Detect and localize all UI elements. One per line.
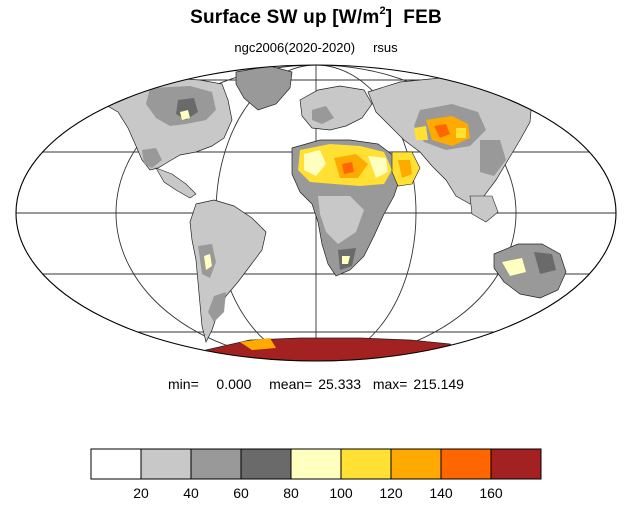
colorbar-tick-label: 60 — [233, 485, 249, 501]
min-value: 0.000 — [216, 376, 252, 392]
colorbar-swatch — [290, 448, 342, 480]
greenland — [235, 65, 293, 111]
colorbar-swatch — [390, 448, 442, 480]
south-america — [189, 199, 267, 344]
colorbar-tick-label: 80 — [283, 485, 299, 501]
europe — [299, 85, 373, 131]
colorbar-swatch — [240, 448, 292, 480]
min-label: min= — [168, 376, 199, 392]
plot-title: Surface SW up [W/m2] FEB — [0, 5, 632, 29]
colorbar-tick-label: 120 — [379, 485, 403, 501]
title-text: Surface SW up [W/m — [190, 7, 380, 28]
subtitle-run: ngc2006(2020-2020) — [234, 40, 356, 55]
colorbar-swatch — [190, 448, 242, 480]
title-month: FEB — [403, 7, 442, 28]
colorbar — [90, 448, 542, 480]
colorbar-swatch — [440, 448, 492, 480]
colorbar-tick-label: 100 — [329, 485, 353, 501]
max-value: 215.149 — [413, 376, 464, 392]
colorbar-tick-label: 20 — [133, 485, 149, 501]
australia — [493, 243, 567, 299]
plot-subtitle: ngc2006(2020-2020) rsus — [0, 40, 632, 55]
north-america — [99, 77, 233, 199]
title-superscript: 2 — [379, 5, 386, 17]
colorbar-tick-label: 140 — [429, 485, 453, 501]
mean-value: 25.333 — [318, 376, 362, 392]
colorbar-swatch — [90, 448, 142, 480]
title-close: ] — [385, 7, 393, 28]
statistics-line: min= 0.000 mean= 25.333 max= 215.149 — [0, 376, 632, 392]
subtitle-variable: rsus — [373, 40, 398, 55]
africa — [291, 139, 401, 277]
colorbar-tick-label: 160 — [479, 485, 503, 501]
colorbar-swatch — [490, 448, 542, 480]
max-label: max= — [372, 376, 408, 392]
colorbar-swatch — [340, 448, 392, 480]
mean-label: mean= — [269, 376, 313, 392]
colorbar-tick-label: 40 — [183, 485, 199, 501]
globe-outline — [15, 64, 617, 362]
asia — [367, 77, 533, 223]
colorbar-swatch — [140, 448, 192, 480]
